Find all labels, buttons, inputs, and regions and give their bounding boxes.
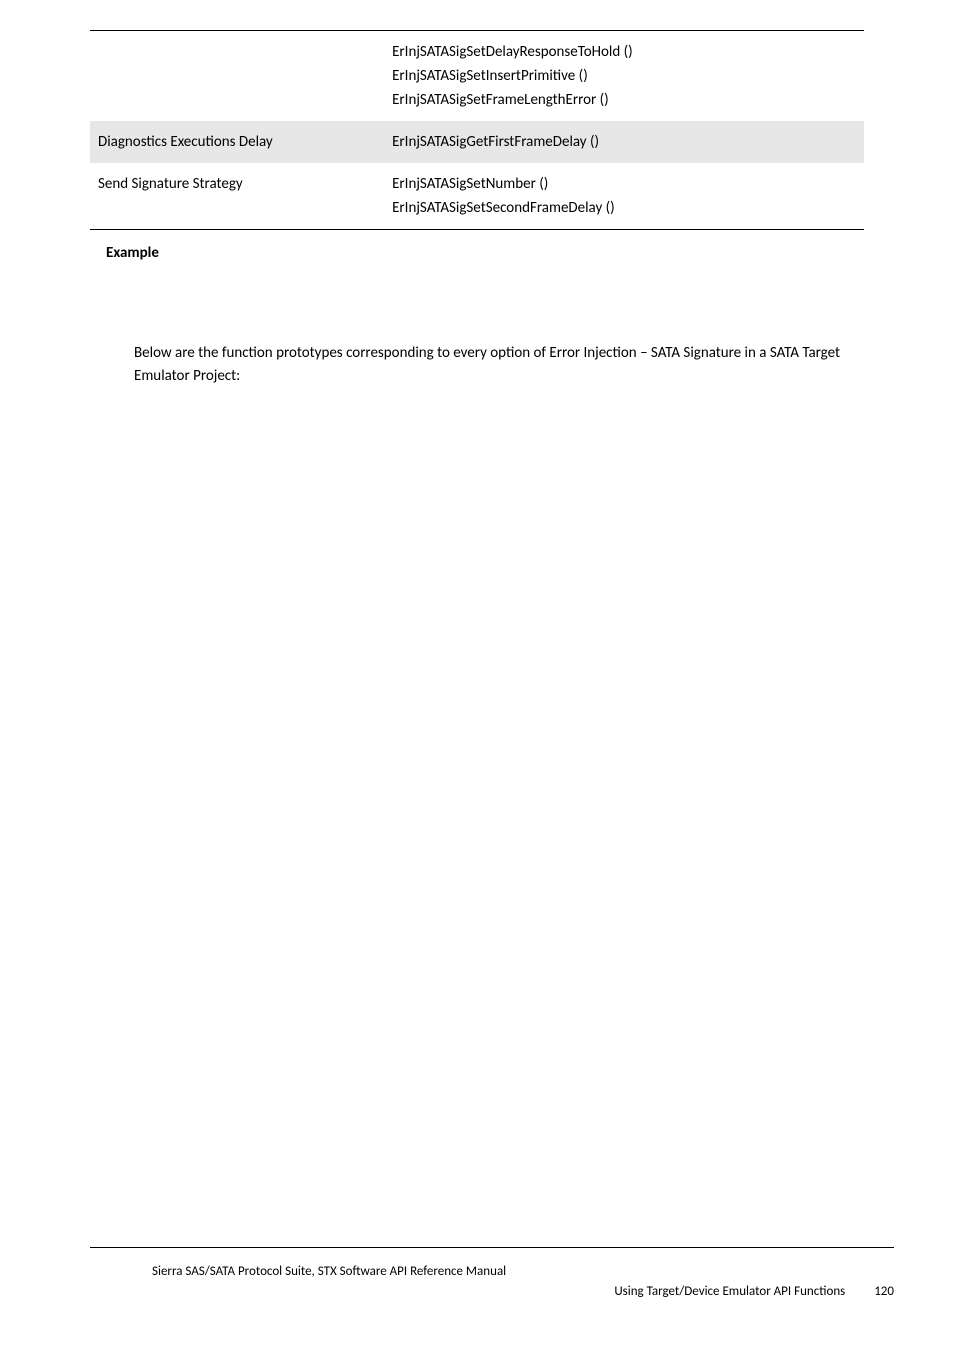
footer-doc-title: Sierra SAS/SATA Protocol Suite, STX Soft…: [90, 1262, 894, 1282]
table-row: ErInjSATASigSetDelayResponseToHold () ErI…: [90, 31, 864, 122]
footer-page-number: 120: [874, 1282, 894, 1302]
example-heading: Example: [90, 244, 864, 262]
body-paragraph: Below are the function prototypes corres…: [90, 342, 864, 387]
table-row: Diagnostics Executions Delay ErInjSATASig…: [90, 121, 864, 163]
function-name: ErInjSATASigSetDelayResponseToHold (): [392, 43, 633, 61]
function-name: ErInjSATASigSetInsertPrimitive (): [392, 67, 588, 85]
function-name: ErInjSATASigSetNumber (): [392, 175, 548, 193]
function-name: ErInjSATASigGetFirstFrameDelay (): [392, 133, 599, 151]
table-cell-label: Send Signature Strategy: [90, 163, 384, 230]
table-cell-label: Diagnostics Executions Delay: [90, 121, 384, 163]
table-cell-functions: ErInjSATASigSetDelayResponseToHold () ErI…: [384, 31, 864, 122]
function-name: ErInjSATASigSetSecondFrameDelay (): [392, 199, 615, 217]
api-function-table: ErInjSATASigSetDelayResponseToHold () ErI…: [90, 30, 864, 230]
table-row: Send Signature StrategyErInjSATASigSetNu…: [90, 163, 864, 230]
table-cell-functions: ErInjSATASigSetNumber () ErInjSATASigSetS…: [384, 163, 864, 230]
table-cell-functions: ErInjSATASigGetFirstFrameDelay (): [384, 121, 864, 163]
footer-section-title: Using Target/Device Emulator API Functio…: [614, 1284, 845, 1299]
table-cell-label: [90, 31, 384, 122]
page-footer: Sierra SAS/SATA Protocol Suite, STX Soft…: [90, 1247, 894, 1301]
function-name: ErInjSATASigSetFrameLengthError (): [392, 91, 609, 109]
